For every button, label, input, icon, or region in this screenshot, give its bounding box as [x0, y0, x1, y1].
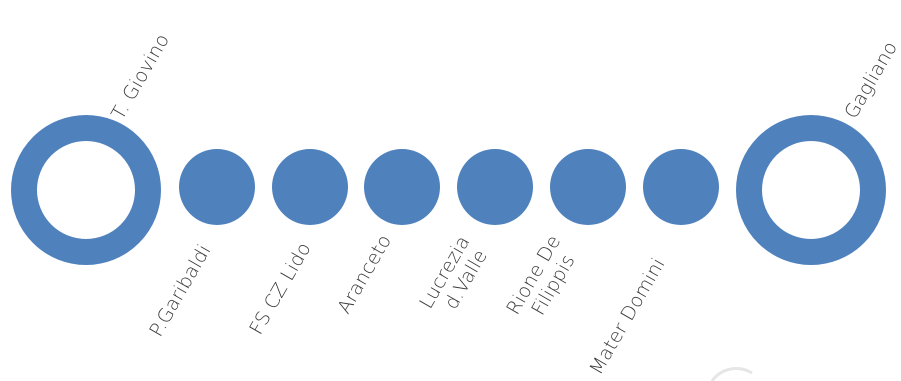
stop-dot-icon [272, 149, 348, 225]
station-label-line: Aranceto [333, 231, 396, 318]
terminus-ring-icon [11, 115, 161, 265]
watermark-arc [710, 367, 753, 381]
station-label-line: Gagliano [840, 38, 901, 123]
station-label: T. Giovino [107, 30, 174, 123]
station-label: Mater Domini [585, 254, 669, 378]
station-label: Lucrezia d.Valle [415, 227, 496, 324]
stop-dot-icon [643, 149, 719, 225]
station-rione-de-filippis: Rione De Filippis [502, 149, 626, 329]
stop-dot-icon [364, 149, 440, 225]
station-label-line: P.Garibaldi [145, 241, 215, 341]
terminus-ring-icon [736, 115, 886, 265]
station-label: Gagliano [840, 38, 901, 123]
stop-dot-icon [457, 149, 533, 225]
station-gagliano: Gagliano [736, 38, 901, 265]
station-label: FS CZ Lido [245, 239, 315, 339]
station-label: Rione De Filippis [502, 226, 587, 329]
station-fs-cz-lido: FS CZ Lido [245, 149, 348, 339]
station-label: Aranceto [333, 231, 396, 318]
station-label-line: FS CZ Lido [245, 239, 315, 339]
station-label-line: T. Giovino [107, 30, 174, 123]
station-label: P.Garibaldi [145, 241, 215, 341]
stop-dot-icon [179, 149, 255, 225]
station-t-giovino: T. Giovino [11, 30, 174, 265]
station-label-line: Mater Domini [585, 254, 669, 378]
station-p-garibaldi: P.Garibaldi [145, 149, 255, 341]
stop-dot-icon [550, 149, 626, 225]
